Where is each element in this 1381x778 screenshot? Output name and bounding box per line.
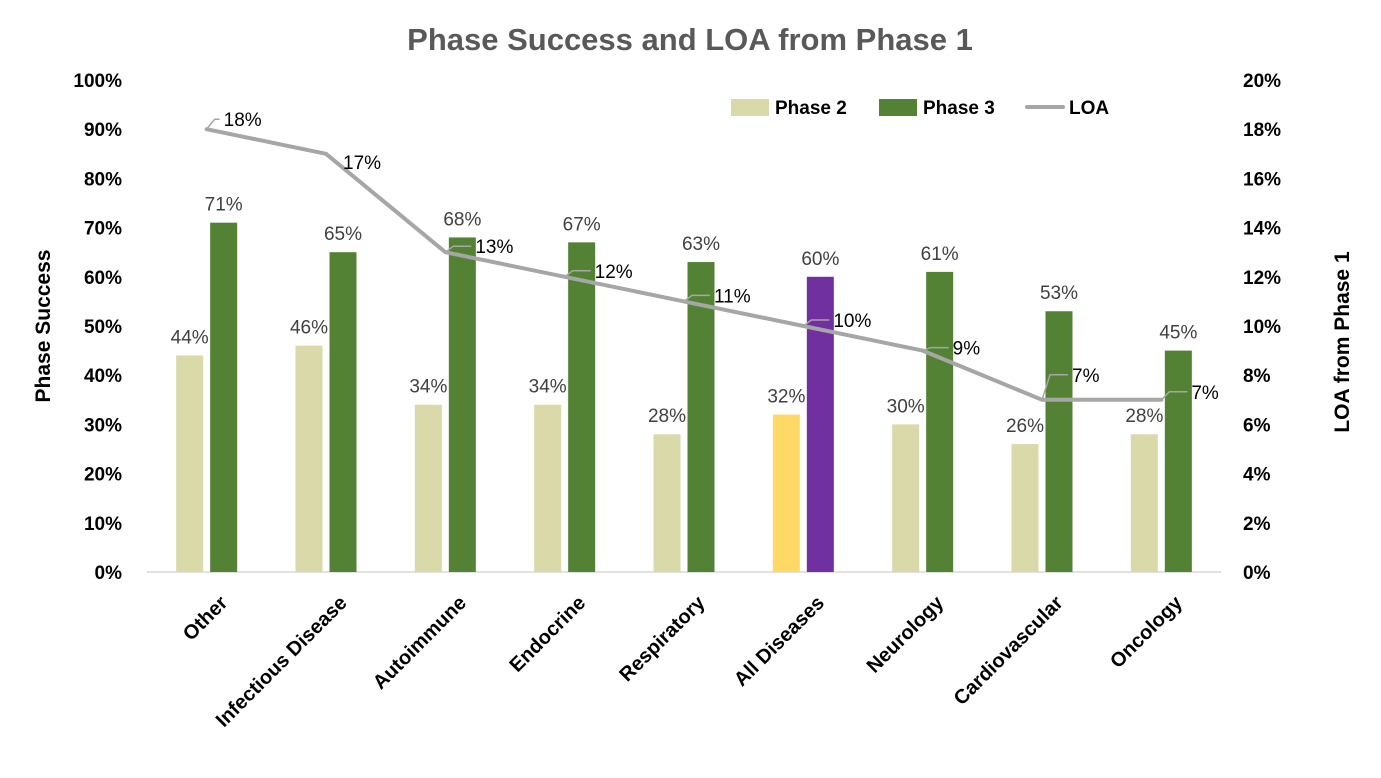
loa-value-label: 12% <box>595 262 633 283</box>
category-label: Endocrine <box>505 592 590 677</box>
bars-group <box>176 222 1192 573</box>
loa-leader-line <box>564 270 591 278</box>
loa-value-label: 13% <box>475 237 513 258</box>
phase-2-value-label: 28% <box>1125 406 1163 427</box>
phase-3-value-label: 67% <box>563 214 601 235</box>
bar-phase-2 <box>534 404 562 572</box>
loa-leader-line <box>683 294 710 302</box>
phase-3-value-label: 53% <box>1040 283 1078 304</box>
phase-2-value-label: 30% <box>887 396 925 417</box>
bar-phase-3 <box>687 262 715 572</box>
bar-phase-3 <box>448 237 476 572</box>
phase-2-value-label: 34% <box>529 377 567 398</box>
y-tick-label: 30% <box>84 415 122 436</box>
category-label: Cardiovascular <box>950 592 1068 710</box>
bar-labels-group: 44% 71% 46% 65% 34% 68% 34% 67% 28% 63% 32% 60% 30% 6… <box>171 195 1198 437</box>
legend-swatch-phase-3 <box>879 99 917 116</box>
loa-value-label: 7% <box>1191 383 1219 404</box>
y-tick-label: 60% <box>84 268 122 289</box>
y-tick-label: 80% <box>84 169 122 190</box>
y-tick-label: 10% <box>84 514 122 535</box>
y2-tick-label: 12% <box>1243 268 1281 289</box>
bar-phase-3 <box>568 242 596 573</box>
loa-value-label: 18% <box>224 110 262 131</box>
category-label: Other <box>179 592 232 645</box>
left-axis: 0% 10% 20% 30% 40% 50% 60% 70% 80% 90% 100% <box>73 71 122 584</box>
legend-swatch-phase-2 <box>731 99 769 116</box>
loa-value-label: 10% <box>833 311 871 332</box>
y2-tick-label: 16% <box>1243 169 1281 190</box>
bar-phase-2 <box>653 434 681 572</box>
loa-leader-line <box>802 319 830 327</box>
y2-tick-label: 4% <box>1243 465 1271 486</box>
loa-leader-line <box>444 245 472 253</box>
y-tick-label: 70% <box>84 219 122 240</box>
y2-tick-label: 0% <box>1243 563 1271 584</box>
bar-phase-3 <box>329 252 357 572</box>
phase-2-value-label: 26% <box>1006 416 1044 437</box>
y-tick-label: 20% <box>84 465 122 486</box>
bar-phase-2 <box>1011 444 1039 572</box>
loa-leader-line <box>922 346 949 352</box>
bar-phase-3 <box>210 222 238 572</box>
category-label: Autoimmune <box>369 592 471 694</box>
y2-tick-label: 10% <box>1243 317 1281 338</box>
phase-3-value-label: 60% <box>801 249 839 270</box>
phase-2-value-label: 32% <box>767 387 805 408</box>
y2-tick-label: 20% <box>1243 71 1281 92</box>
legend-label-phase-3: Phase 3 <box>923 98 995 119</box>
y2-tick-label: 6% <box>1243 415 1271 436</box>
loa-value-label: 9% <box>953 339 981 360</box>
phase-2-value-label: 46% <box>290 318 328 339</box>
loa-line-group: 18% 17% 13% 12% 11% 10% 9% 7% 7% <box>204 110 1219 404</box>
right-axis: 0% 2% 4% 6% 8% 10% 12% 14% 16% 18% 20% <box>1243 71 1281 584</box>
legend-label-phase-2: Phase 2 <box>775 98 847 119</box>
loa-value-label: 7% <box>1072 366 1100 387</box>
bar-phase-3 <box>1164 350 1192 572</box>
phase-2-value-label: 28% <box>648 406 686 427</box>
y2-axis-title: LOA from Phase 1 <box>1331 251 1354 433</box>
y-tick-label: 90% <box>84 120 122 141</box>
legend-label-loa: LOA <box>1069 98 1109 119</box>
category-label: Infectious Disease <box>212 592 352 732</box>
chart-title: Phase Success and LOA from Phase 1 <box>407 22 973 57</box>
loa-leader-line <box>1041 374 1068 401</box>
y2-tick-label: 18% <box>1243 120 1281 141</box>
bar-phase-3 <box>926 271 954 572</box>
legend: Phase 2 Phase 3 LOA <box>731 98 1109 119</box>
phase-2-value-label: 34% <box>409 377 447 398</box>
y-tick-label: 40% <box>84 366 122 387</box>
category-label: Respiratory <box>615 591 710 686</box>
bar-phase-2 <box>414 404 442 572</box>
loa-value-label: 17% <box>343 153 381 174</box>
bar-phase-2 <box>176 355 204 572</box>
phase-2-value-label: 44% <box>171 328 209 349</box>
category-label: Neurology <box>863 591 949 677</box>
y2-tick-label: 14% <box>1243 219 1281 240</box>
phase-3-value-label: 61% <box>921 244 959 265</box>
y-tick-label: 50% <box>84 317 122 338</box>
phase-3-value-label: 45% <box>1159 323 1197 344</box>
loa-value-label: 11% <box>714 286 751 307</box>
y2-tick-label: 8% <box>1243 366 1271 387</box>
y2-tick-label: 2% <box>1243 514 1271 535</box>
loa-leader-line <box>1160 391 1188 401</box>
phase-3-value-label: 63% <box>682 234 720 255</box>
category-label: Oncology <box>1106 591 1187 672</box>
phase-3-value-label: 65% <box>324 224 362 245</box>
phase-3-value-label: 71% <box>205 195 243 216</box>
category-label: All Diseases <box>730 592 829 691</box>
bar-phase-2 <box>772 414 800 572</box>
bar-phase-2 <box>295 345 323 572</box>
bar-phase-2 <box>1130 434 1158 572</box>
y-tick-label: 100% <box>73 71 122 92</box>
y-axis-title: Phase Success <box>32 250 55 403</box>
y-tick-label: 0% <box>95 563 123 584</box>
loa-leader-line <box>206 118 220 130</box>
phase-3-value-label: 68% <box>443 209 481 230</box>
bar-phase-2 <box>892 424 920 572</box>
bar-phase-3 <box>1045 311 1073 572</box>
